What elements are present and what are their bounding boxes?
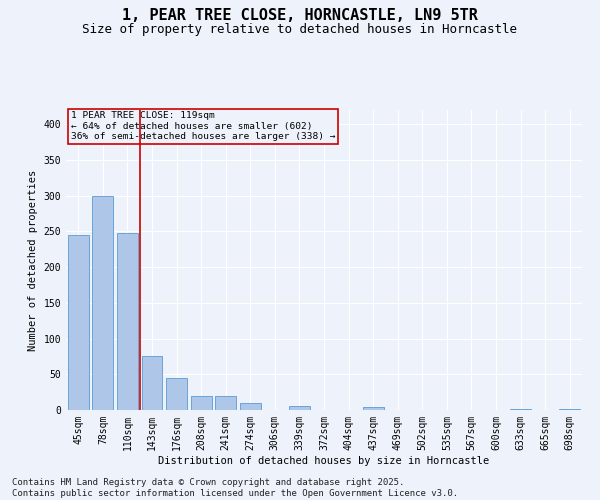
Bar — [362, 407, 383, 410]
Bar — [92, 196, 113, 410]
Text: Contains HM Land Registry data © Crown copyright and database right 2025.
Contai: Contains HM Land Registry data © Crown c… — [12, 478, 458, 498]
Bar — [142, 356, 163, 410]
Text: 1 PEAR TREE CLOSE: 119sqm
← 64% of detached houses are smaller (602)
36% of semi: 1 PEAR TREE CLOSE: 119sqm ← 64% of detac… — [71, 112, 335, 142]
Bar — [166, 378, 187, 410]
Y-axis label: Number of detached properties: Number of detached properties — [28, 170, 38, 350]
Text: 1, PEAR TREE CLOSE, HORNCASTLE, LN9 5TR: 1, PEAR TREE CLOSE, HORNCASTLE, LN9 5TR — [122, 8, 478, 22]
Bar — [289, 406, 310, 410]
Bar — [117, 233, 138, 410]
Text: Size of property relative to detached houses in Horncastle: Size of property relative to detached ho… — [83, 22, 517, 36]
Bar — [215, 396, 236, 410]
X-axis label: Distribution of detached houses by size in Horncastle: Distribution of detached houses by size … — [158, 456, 490, 466]
Bar — [240, 403, 261, 410]
Bar — [191, 396, 212, 410]
Bar — [68, 235, 89, 410]
